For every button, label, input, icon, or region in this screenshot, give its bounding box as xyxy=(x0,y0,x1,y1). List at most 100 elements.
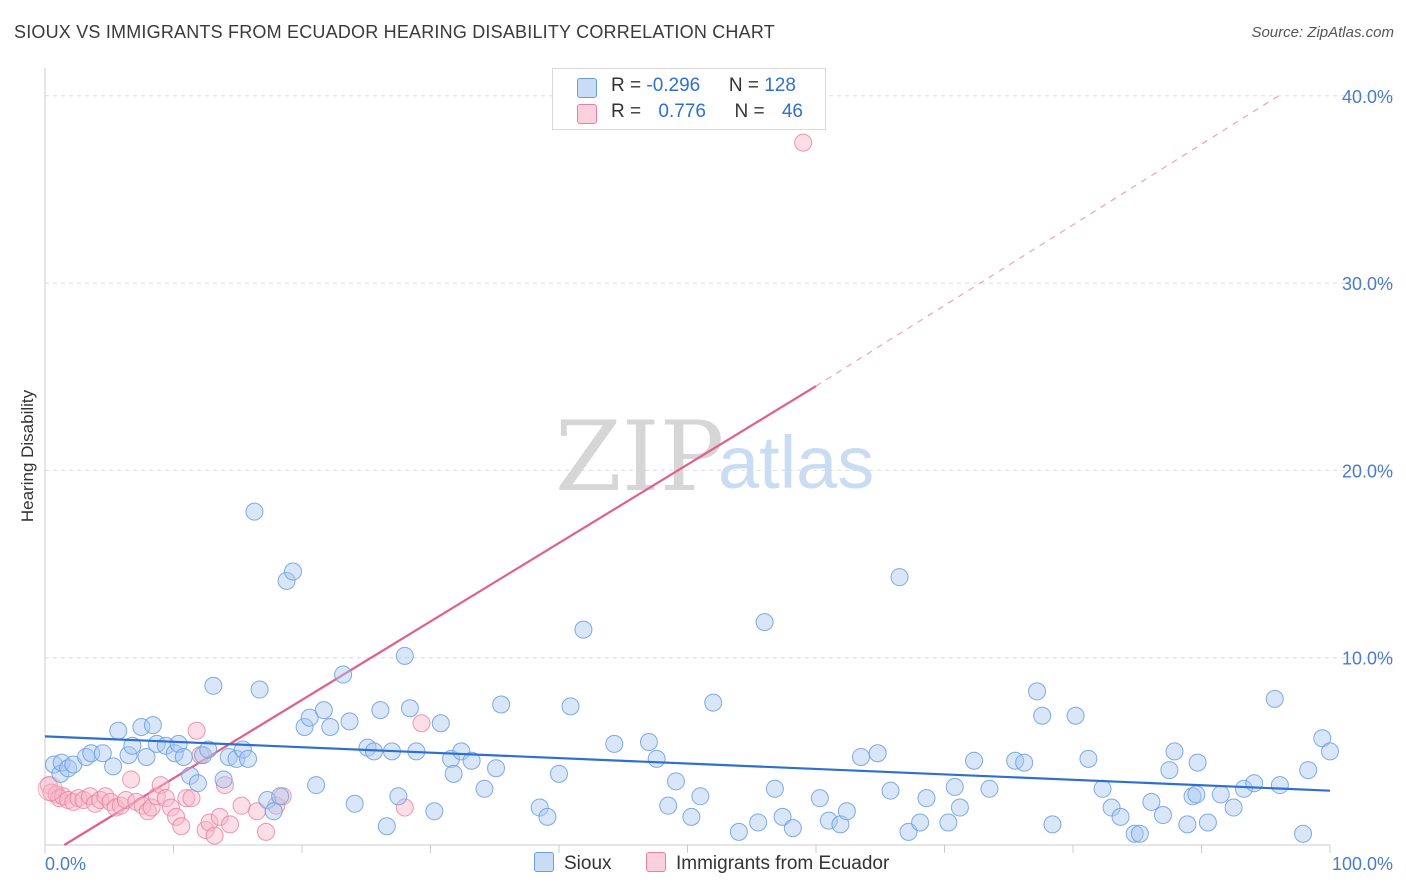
point-sioux xyxy=(214,770,233,789)
point-sioux xyxy=(691,787,710,806)
point-sioux xyxy=(334,665,353,684)
point-ecuador xyxy=(215,776,234,795)
point-sioux xyxy=(550,764,568,783)
point-sioux xyxy=(783,819,802,838)
point-sioux xyxy=(143,716,162,735)
legend-swatch-sioux xyxy=(577,78,597,98)
point-sioux xyxy=(1178,815,1197,834)
point-sioux xyxy=(574,620,593,639)
point-sioux xyxy=(773,807,792,826)
point-ecuador xyxy=(167,807,186,826)
point-sioux xyxy=(462,751,481,770)
point-sioux xyxy=(431,714,450,733)
y-tick-label: 20.0% xyxy=(1342,461,1393,481)
point-sioux xyxy=(174,747,193,766)
point-sioux xyxy=(93,744,112,763)
point-sioux xyxy=(1142,792,1161,811)
point-sioux xyxy=(881,781,900,800)
point-sioux xyxy=(755,613,774,632)
trend-lines xyxy=(63,95,1279,846)
point-ecuador xyxy=(412,714,431,733)
point-sioux xyxy=(1294,824,1313,843)
point-ecuador xyxy=(232,796,251,815)
point-sioux xyxy=(239,749,258,768)
y-tick-label: 10.0% xyxy=(1342,649,1393,669)
legend-n-value-sioux: 128 xyxy=(764,75,796,96)
point-sioux xyxy=(749,813,768,832)
point-sioux xyxy=(911,813,930,832)
series-sioux-points xyxy=(44,502,1339,843)
point-sioux xyxy=(605,734,624,753)
point-sioux xyxy=(425,802,444,821)
point-sioux xyxy=(980,779,999,798)
point-sioux xyxy=(264,802,283,821)
legend-n-label: N = xyxy=(728,75,765,96)
bottom-legend-ecuador: Immigrants from Ecuador xyxy=(646,852,889,876)
point-sioux xyxy=(1153,806,1172,825)
series-ecuador-points xyxy=(37,133,813,845)
bottom-legend-label-ecuador: Immigrants from Ecuador xyxy=(676,853,890,874)
watermark: ZIP atlas xyxy=(555,401,874,513)
point-sioux xyxy=(890,568,909,587)
point-sioux xyxy=(194,746,213,765)
point-sioux xyxy=(250,680,269,699)
point-sioux xyxy=(659,796,678,815)
point-sioux xyxy=(199,740,218,759)
point-sioux xyxy=(1043,815,1062,834)
point-ecuador xyxy=(205,826,224,845)
trend-line-ecuador-extension xyxy=(815,95,1279,387)
correlation-legend: R = -0.296 N = 128 R = 0.776 N = 46 xyxy=(552,68,826,130)
grid-lines xyxy=(45,95,1395,659)
point-sioux xyxy=(647,749,666,768)
point-sioux xyxy=(1188,753,1207,772)
point-ecuador xyxy=(122,770,141,789)
y-tick-label: 30.0% xyxy=(1342,274,1393,294)
y-axis-label: Hearing Disability xyxy=(18,389,37,522)
point-sioux xyxy=(307,776,326,795)
point-sioux xyxy=(1102,798,1121,817)
point-ecuador xyxy=(101,792,120,811)
x-tick-label: 0.0% xyxy=(45,854,86,874)
point-sioux xyxy=(837,802,856,821)
point-sioux xyxy=(1299,761,1318,780)
point-sioux xyxy=(181,766,200,785)
point-sioux xyxy=(1270,776,1289,795)
point-sioux xyxy=(300,708,319,727)
point-ecuador-cluster xyxy=(37,776,63,802)
bottom-legend-label-sioux: Sioux xyxy=(564,853,612,874)
point-ecuador xyxy=(221,815,240,834)
point-ecuador xyxy=(177,789,196,808)
point-sioux xyxy=(704,693,723,712)
legend-r-label: R = xyxy=(611,75,647,96)
axes xyxy=(44,68,1331,853)
point-ecuador xyxy=(257,822,276,841)
point-sioux xyxy=(1224,798,1243,817)
point-ecuador xyxy=(161,798,180,817)
tick-labels: 10.0% 20.0% 30.0% 40.0% 0.0% 100.0% xyxy=(45,87,1393,874)
bottom-legend-sioux: Sioux xyxy=(534,852,612,876)
point-sioux xyxy=(851,747,870,766)
point-sioux xyxy=(1234,779,1253,798)
point-sioux xyxy=(538,807,557,826)
point-sioux xyxy=(682,807,701,826)
point-sioux xyxy=(165,744,184,763)
point-sioux xyxy=(765,779,784,798)
point-sioux xyxy=(321,718,340,736)
point-sioux xyxy=(561,697,580,716)
point-sioux xyxy=(530,798,549,817)
point-ecuador xyxy=(142,798,161,817)
chart-title: SIOUX VS IMMIGRANTS FROM ECUADOR HEARING… xyxy=(14,22,775,42)
source-label: Source: ZipAtlas.com xyxy=(1251,24,1394,41)
point-sioux xyxy=(1033,706,1052,725)
point-sioux xyxy=(810,789,829,808)
point-sioux xyxy=(1015,753,1034,772)
point-sioux xyxy=(492,695,511,714)
point-sioux xyxy=(119,746,138,765)
point-sioux xyxy=(137,747,156,766)
point-ecuador xyxy=(182,789,201,808)
bottom-legend-swatch-ecuador xyxy=(646,852,666,872)
point-sioux xyxy=(950,798,969,817)
point-sioux xyxy=(487,759,506,778)
point-sioux xyxy=(1006,751,1025,770)
